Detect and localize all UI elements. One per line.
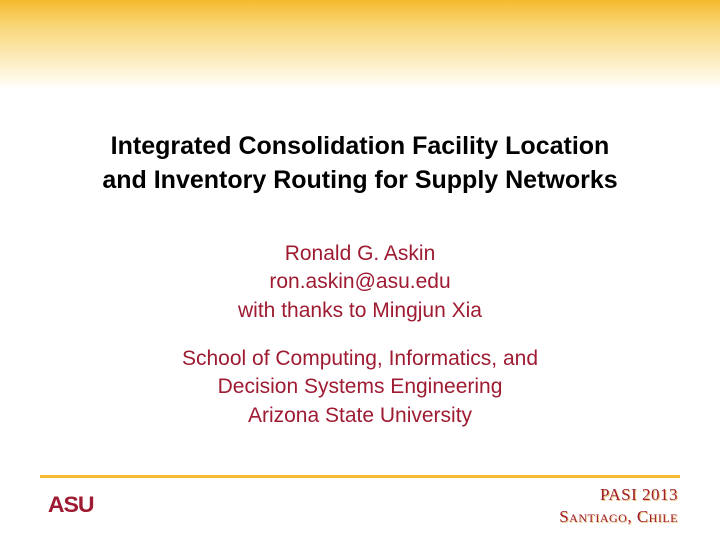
conference-name: PASI 2013 (600, 485, 678, 504)
top-gradient-band (0, 0, 720, 90)
title-line-1: Integrated Consolidation Facility Locati… (111, 132, 610, 160)
school-line-2: Decision Systems Engineering (218, 375, 503, 398)
school-line-3: Arizona State University (248, 404, 472, 427)
title-line-2: and Inventory Routing for Supply Network… (102, 166, 617, 194)
author-block: Ronald G. Askin ron.askin@asu.edu with t… (0, 240, 720, 325)
conference-location: Santiago, Chile (559, 507, 678, 526)
affiliation-block: School of Computing, Informatics, and De… (0, 345, 720, 430)
slide-title: Integrated Consolidation Facility Locati… (0, 130, 720, 198)
school-line-1: School of Computing, Informatics, and (182, 347, 538, 370)
author-email: ron.askin@asu.edu (269, 270, 450, 293)
conference-footer: PASI 2013 Santiago, Chile (559, 484, 678, 528)
author-thanks: with thanks to Mingjun Xia (238, 299, 482, 322)
asu-logo: ASU (42, 490, 100, 520)
footer-rule (40, 475, 680, 478)
author-name: Ronald G. Askin (285, 242, 436, 265)
asu-logo-text: ASU (48, 492, 94, 518)
